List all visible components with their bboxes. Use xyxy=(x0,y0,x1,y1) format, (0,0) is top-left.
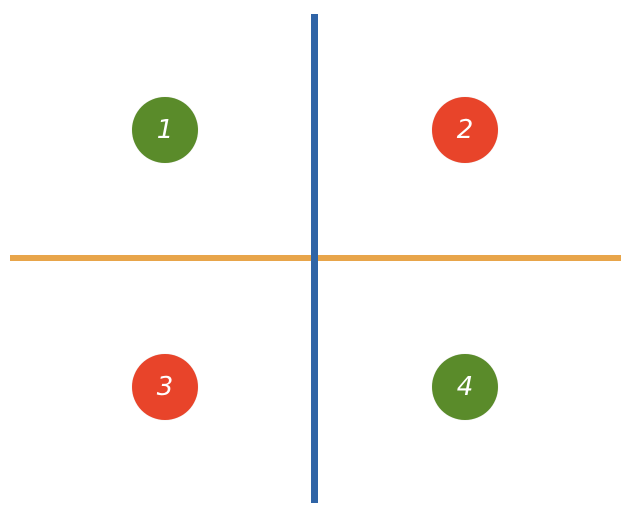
quadrant-1-badge: 1 xyxy=(132,97,198,163)
quadrant-4-badge: 4 xyxy=(432,354,498,420)
quadrant-3-badge: 3 xyxy=(132,354,198,420)
quadrant-1-label: 1 xyxy=(156,115,174,145)
quadrant-2-label: 2 xyxy=(456,115,474,145)
vertical-axis-line xyxy=(311,14,318,503)
quadrant-2-badge: 2 xyxy=(432,97,498,163)
quadrant-4-label: 4 xyxy=(456,372,474,402)
quadrant-3-label: 3 xyxy=(156,372,174,402)
